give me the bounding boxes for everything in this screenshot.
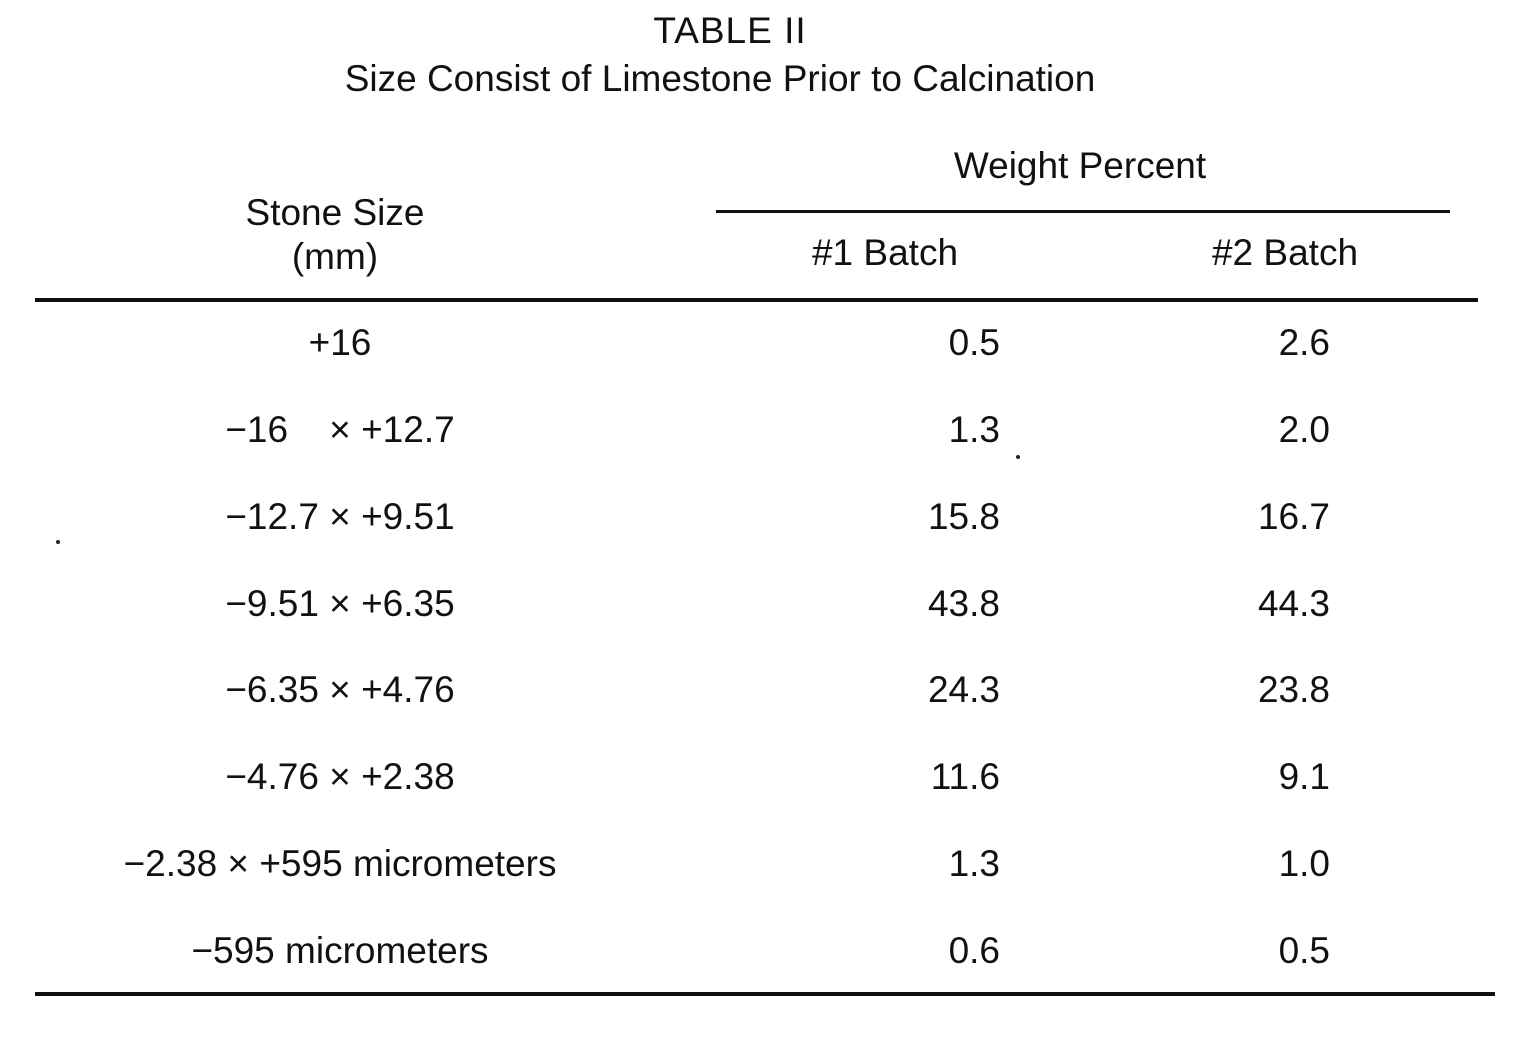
table-row: +16 0.5 2.6 [0,322,1527,382]
batch1-cell: 11.6 [780,756,1000,798]
stone-size-cell: −16 × +12.7 [40,409,640,451]
table-title: TABLE II [0,10,1460,52]
stone-size-header: Stone Size [150,192,520,234]
batch2-cell: 23.8 [1140,669,1330,711]
stone-size-unit-header: (mm) [150,236,520,278]
header-rule [35,298,1478,302]
scan-speck [56,540,60,544]
batch1-cell: 43.8 [780,583,1000,625]
table-row: −4.76 × +2.38 11.6 9.1 [0,756,1527,816]
weight-percent-rule [716,210,1450,213]
batch1-cell: 1.3 [780,843,1000,885]
stone-size-cell: +16 [40,322,640,364]
batch1-header: #1 Batch [760,232,1010,274]
stone-size-cell: −2.38 × +595 micrometers [40,843,640,885]
table-row: −6.35 × +4.76 24.3 23.8 [0,669,1527,729]
batch1-cell: 1.3 [780,409,1000,451]
table-row: −9.51 × +6.35 43.8 44.3 [0,583,1527,643]
stone-size-cell: −9.51 × +6.35 [40,583,640,625]
batch2-cell: 0.5 [1140,930,1330,972]
batch2-cell: 2.6 [1140,322,1330,364]
batch2-cell: 2.0 [1140,409,1330,451]
batch2-header: #2 Batch [1160,232,1410,274]
batch1-cell: 0.5 [780,322,1000,364]
batch2-cell: 1.0 [1140,843,1330,885]
stone-size-cell: −6.35 × +4.76 [40,669,640,711]
table-row: −595 micrometers 0.6 0.5 [0,930,1527,990]
batch2-cell: 16.7 [1140,496,1330,538]
table-subtitle: Size Consist of Limestone Prior to Calci… [0,58,1440,100]
table-row: −2.38 × +595 micrometers 1.3 1.0 [0,843,1527,903]
batch1-cell: 15.8 [780,496,1000,538]
stone-size-cell: −12.7 × +9.51 [40,496,640,538]
weight-percent-header: Weight Percent [780,145,1380,187]
stone-size-cell: −595 micrometers [40,930,640,972]
batch2-cell: 9.1 [1140,756,1330,798]
bottom-rule [35,992,1495,996]
scan-speck [1016,455,1020,459]
batch1-cell: 24.3 [780,669,1000,711]
batch1-cell: 0.6 [780,930,1000,972]
batch2-cell: 44.3 [1140,583,1330,625]
table-row: −16 × +12.7 1.3 2.0 [0,409,1527,469]
stone-size-cell: −4.76 × +2.38 [40,756,640,798]
table-row: −12.7 × +9.51 15.8 16.7 [0,496,1527,556]
